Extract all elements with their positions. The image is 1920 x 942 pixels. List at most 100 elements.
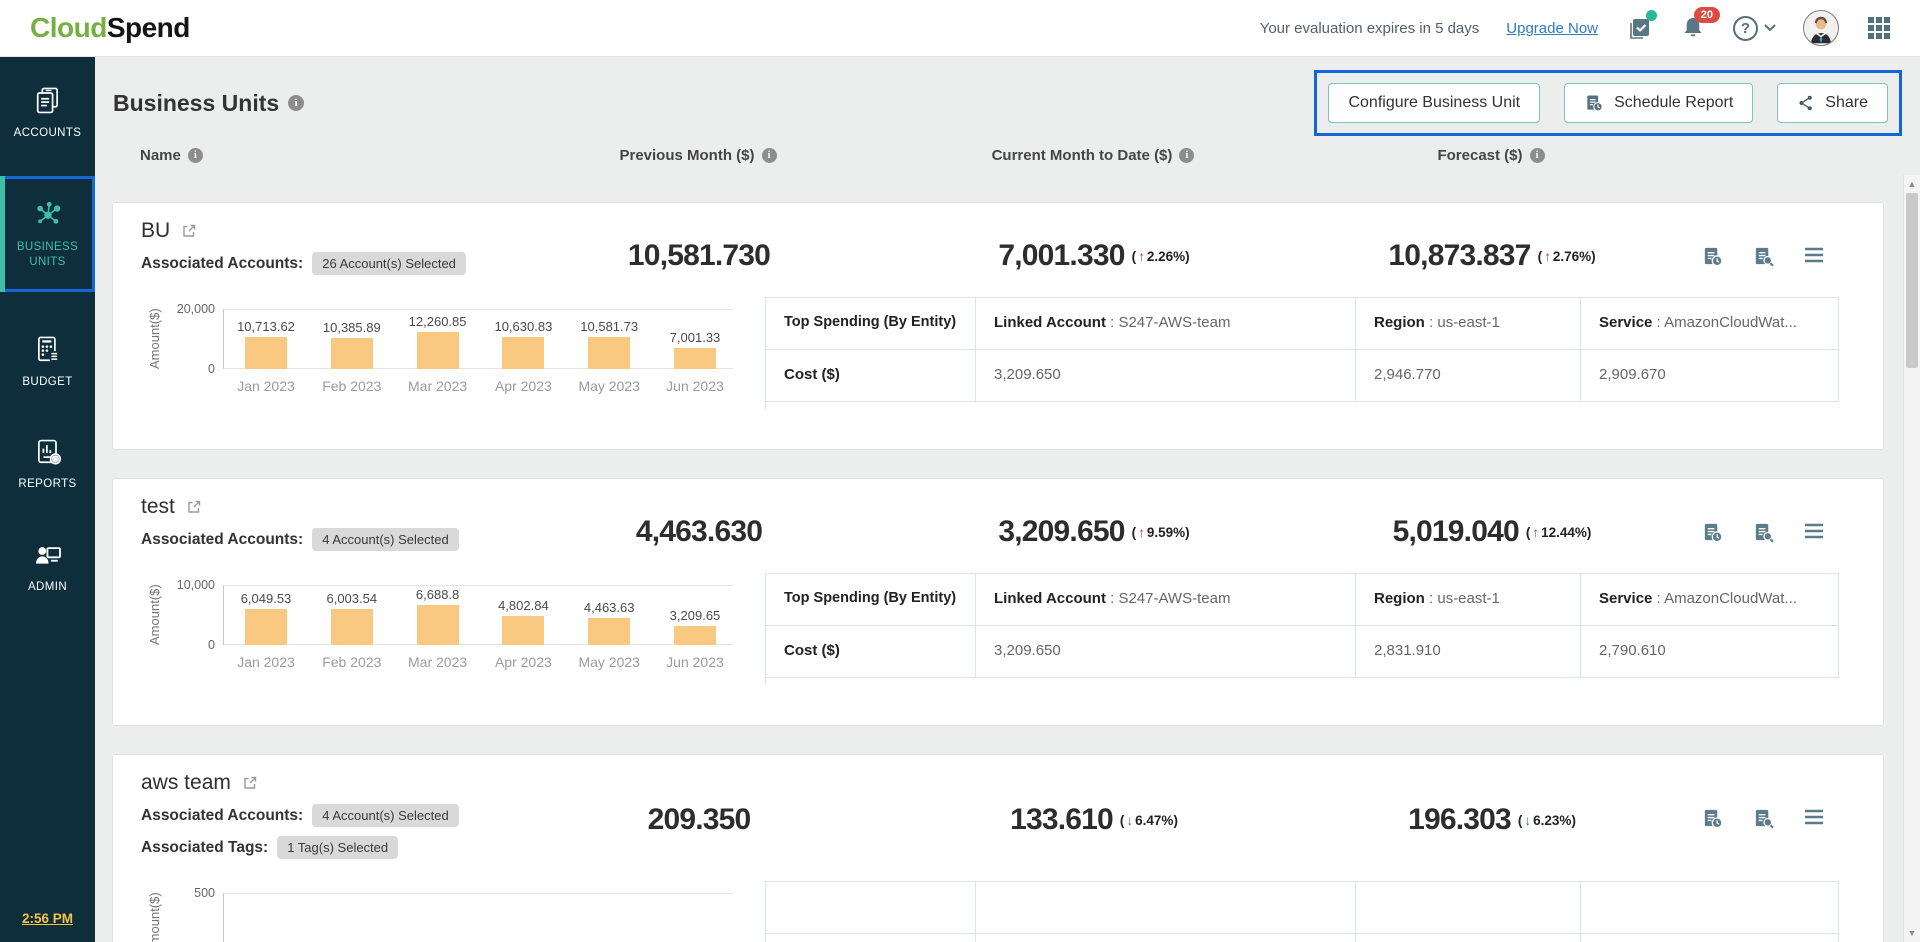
tasks-icon[interactable] <box>1625 14 1653 42</box>
current-month-value: 133.610 <box>1010 803 1113 837</box>
trend-arrow-icon: ↑ <box>1138 249 1145 264</box>
share-label: Share <box>1825 94 1868 112</box>
user-avatar[interactable] <box>1803 10 1839 46</box>
upgrade-now-link[interactable]: Upgrade Now <box>1506 20 1598 37</box>
schedule-report-icon[interactable] <box>1701 521 1724 544</box>
top-spending-cell <box>766 934 976 942</box>
vertical-scrollbar[interactable]: ▲ ▼ <box>1903 175 1920 942</box>
accounts-icon <box>32 85 64 117</box>
sidebar-item-label: REPORTS <box>18 477 76 493</box>
reports-icon <box>32 436 64 468</box>
page-title: Business Units i <box>113 90 304 117</box>
sidebar-item-label: BUDGET <box>22 375 72 391</box>
current-month-change: (↑9.59%) <box>1132 525 1190 540</box>
business-unit-name: BU <box>141 219 170 243</box>
bar-month-label: Feb 2023 <box>322 654 381 670</box>
scrollbar-up-arrow[interactable]: ▲ <box>1904 179 1920 189</box>
card-menu-icon[interactable] <box>1803 245 1825 268</box>
bar-month-label: Jun 2023 <box>666 654 724 670</box>
clock-time[interactable]: 2:56 PM <box>22 911 73 926</box>
column-header-previous-month[interactable]: Previous Month ($) i <box>548 147 848 164</box>
left-navigation: ACCOUNTS BUSINESS UNITS BUDGET REPORTS A… <box>0 57 95 942</box>
chart-bar: 6,049.53Jan 2023 <box>228 585 304 645</box>
tags-selected-badge[interactable]: 1 Tag(s) Selected <box>277 836 398 859</box>
bar-value-label: 4,463.63 <box>584 600 635 615</box>
forecast-change: (↑12.44%) <box>1526 525 1592 540</box>
scrollbar-thumb[interactable] <box>1906 193 1918 368</box>
chart-bars: 10,713.62Jan 202310,385.89Feb 202312,260… <box>228 309 733 369</box>
top-spending-table: Top Spending (By Entity)Linked Account :… <box>765 573 1839 685</box>
view-report-icon[interactable] <box>1752 521 1775 544</box>
scrollbar-down-arrow[interactable]: ▼ <box>1904 928 1920 938</box>
schedule-report-button[interactable]: Schedule Report <box>1564 83 1753 123</box>
top-spending-cell <box>1581 934 1839 942</box>
forecast-value: 5,019.040 <box>1393 515 1519 549</box>
column-header-current-month[interactable]: Current Month to Date ($) i <box>848 147 1338 164</box>
chart-bar: 6,688.8Mar 2023 <box>400 585 476 645</box>
monthly-spend-bar-chart: Amount($) 20,000 0 10,713.62Jan 202310,3… <box>141 297 741 409</box>
top-spending-cell: Top Spending (By Entity) <box>766 298 976 350</box>
chart-ymin-tick: 0 <box>165 638 215 652</box>
top-spending-cell: 3,209.650 <box>976 626 1356 678</box>
sidebar-item-business-units[interactable]: BUSINESS UNITS <box>0 176 95 292</box>
card-menu-icon[interactable] <box>1803 807 1825 830</box>
bar-month-label: May 2023 <box>578 654 639 670</box>
schedule-report-icon[interactable] <box>1701 245 1724 268</box>
evaluation-expiry-text: Your evaluation expires in 5 days <box>1260 20 1480 37</box>
share-button[interactable]: Share <box>1777 83 1888 123</box>
current-month-info-icon[interactable]: i <box>1179 148 1194 163</box>
chart-bars: 6,049.53Jan 20236,003.54Feb 20236,688.8M… <box>228 585 733 645</box>
chart-bar: 6,003.54Feb 2023 <box>314 585 390 645</box>
open-business-unit-icon[interactable] <box>242 775 258 791</box>
accounts-selected-badge[interactable]: 4 Account(s) Selected <box>312 804 458 827</box>
sidebar-item-admin[interactable]: ADMIN <box>0 527 95 608</box>
configure-business-unit-button[interactable]: Configure Business Unit <box>1328 83 1540 123</box>
bar-month-label: Apr 2023 <box>495 654 552 670</box>
top-spending-cell: 2,946.770 <box>1356 350 1581 402</box>
accounts-selected-badge[interactable]: 4 Account(s) Selected <box>312 528 458 551</box>
business-unit-card: test Associated Accounts: 4 Account(s) S… <box>112 478 1884 726</box>
sidebar-item-label: ADMIN <box>28 580 67 596</box>
associated-accounts-label: Associated Accounts: <box>141 807 303 825</box>
column-header-forecast[interactable]: Forecast ($) i <box>1338 147 1644 164</box>
logo-spend-text: Spend <box>107 12 190 43</box>
chart-bars <box>228 893 733 942</box>
name-info-icon[interactable]: i <box>188 148 203 163</box>
sidebar-item-reports[interactable]: REPORTS <box>0 424 95 505</box>
notifications-bell-icon[interactable]: 20 <box>1680 15 1706 41</box>
business-units-icon <box>31 197 65 231</box>
business-units-list: BU Associated Accounts: 26 Account(s) Se… <box>112 175 1884 942</box>
bar-value-label: 3,209.65 <box>670 608 721 623</box>
sidebar-item-budget[interactable]: BUDGET <box>0 322 95 403</box>
forecast-info-icon[interactable]: i <box>1530 148 1545 163</box>
trend-arrow-icon: ↑ <box>1532 525 1539 540</box>
budget-icon <box>32 334 64 366</box>
sidebar-item-accounts[interactable]: ACCOUNTS <box>0 73 95 154</box>
column-header-name[interactable]: Name i <box>112 147 548 164</box>
chart-plot-area: 6,049.53Jan 20236,003.54Feb 20236,688.8M… <box>223 585 733 645</box>
open-business-unit-icon[interactable] <box>181 223 197 239</box>
current-month-value: 7,001.330 <box>998 239 1124 273</box>
schedule-report-icon[interactable] <box>1701 807 1724 830</box>
chart-y-axis-label: Amount($) <box>147 581 162 645</box>
trend-arrow-icon: ↓ <box>1126 813 1133 828</box>
monthly-spend-bar-chart: Amount($) 500 0 <box>141 881 741 942</box>
apps-grid-icon[interactable] <box>1866 15 1892 41</box>
view-report-icon[interactable] <box>1752 807 1775 830</box>
business-unit-name: aws team <box>141 771 231 795</box>
page-title-info-icon[interactable]: i <box>288 95 304 111</box>
bar-value-label: 10,630.83 <box>494 319 552 334</box>
help-menu[interactable]: ? <box>1733 16 1776 41</box>
card-menu-icon[interactable] <box>1803 521 1825 544</box>
view-report-icon[interactable] <box>1752 245 1775 268</box>
top-spending-cell: Cost ($) <box>766 626 976 678</box>
previous-month-value: 10,581.730 <box>628 239 770 273</box>
cloudspend-logo[interactable]: CloudSpend <box>30 12 190 44</box>
accounts-selected-badge[interactable]: 26 Account(s) Selected <box>312 252 466 275</box>
open-business-unit-icon[interactable] <box>186 499 202 515</box>
top-spending-cell: Linked Account : S247-AWS-team <box>976 574 1356 626</box>
chart-ymax-tick: 20,000 <box>165 302 215 316</box>
top-spending-cell <box>1581 882 1839 934</box>
previous-month-info-icon[interactable]: i <box>762 148 777 163</box>
current-month-value: 3,209.650 <box>998 515 1124 549</box>
